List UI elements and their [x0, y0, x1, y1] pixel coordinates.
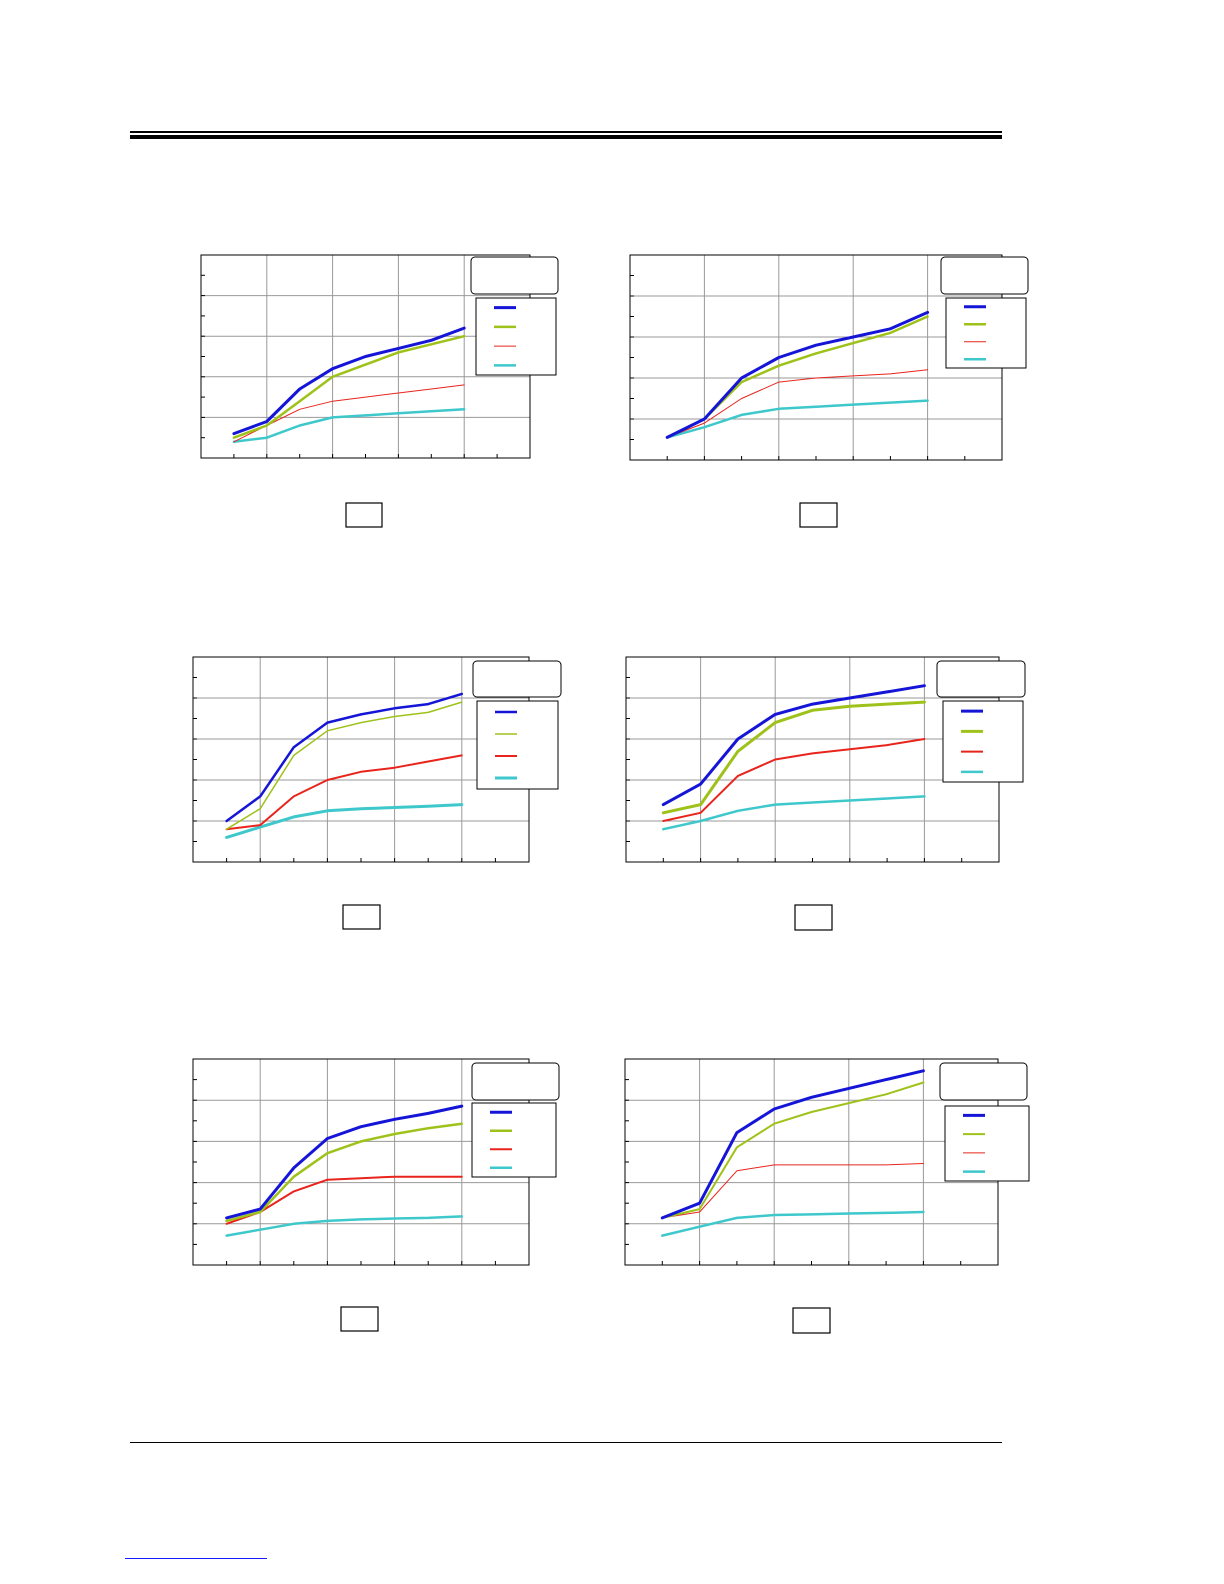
figure-caption-box: [345, 502, 383, 528]
chart-panel-2: [629, 254, 1029, 528]
series-line-blue: [225, 1104, 464, 1220]
legend-header-box: [470, 256, 559, 295]
series-line-red: [233, 384, 465, 443]
series-line-red: [225, 1175, 463, 1225]
chart-panel-4: [625, 656, 1026, 931]
series-line-green: [232, 334, 466, 439]
legend-box: [945, 297, 1027, 369]
footer-link-underline[interactable]: [125, 1558, 267, 1559]
series-line-cyan: [662, 795, 926, 831]
legend-header-box: [472, 660, 562, 698]
legend-header-box: [936, 660, 1026, 698]
legend-header-box: [939, 1062, 1028, 1101]
chart-panel-6: [624, 1058, 1030, 1334]
footer-rule: [130, 1442, 1002, 1443]
figure-caption-box: [799, 502, 838, 528]
figure-caption-box: [340, 1306, 379, 1332]
legend-header-box: [940, 256, 1029, 295]
series-line-green: [225, 1122, 464, 1223]
chart-panel-5: [192, 1058, 560, 1332]
series-line-blue: [232, 326, 466, 436]
legend-box: [942, 700, 1024, 783]
header-rule-top: [130, 131, 1002, 133]
series-line-blue: [225, 692, 464, 823]
series-line-cyan: [232, 408, 466, 444]
legend-box: [475, 297, 557, 376]
series-line-cyan: [225, 803, 464, 839]
chart-panel-3: [192, 656, 562, 930]
series-line-cyan: [225, 1215, 464, 1237]
chart-panel-1: [200, 254, 559, 528]
figure-caption-box: [792, 1307, 831, 1334]
series-line-blue: [665, 310, 930, 439]
series-line-green: [225, 701, 463, 830]
legend-box: [944, 1105, 1030, 1182]
figure-caption-box: [794, 904, 833, 931]
series-line-red: [225, 754, 463, 831]
series-line-red: [662, 738, 926, 822]
series-line-red: [666, 369, 929, 438]
series-line-blue: [661, 684, 926, 807]
legend-header-box: [471, 1062, 560, 1101]
series-line-green: [661, 700, 926, 815]
figure-caption-box: [342, 904, 381, 930]
legend-box: [476, 700, 559, 790]
series-line-green: [661, 1081, 925, 1219]
series-line-blue: [660, 1069, 925, 1220]
series-line-red: [661, 1163, 924, 1219]
series-line-cyan: [661, 1210, 925, 1237]
series-line-cyan: [665, 399, 929, 439]
legend-box: [471, 1102, 557, 1178]
header-rule-bottom: [130, 135, 1002, 139]
